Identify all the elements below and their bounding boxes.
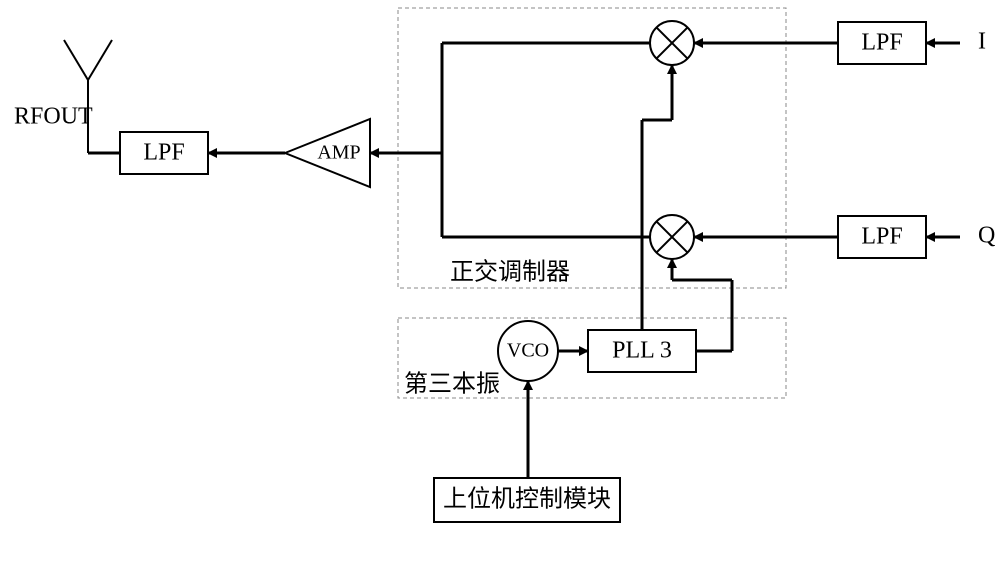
label-host: 上位机控制模块 [443, 486, 611, 513]
label-amp: AMP [317, 142, 360, 164]
label-i: I [978, 29, 986, 55]
antenna-arm-right [88, 40, 112, 80]
region-quad_mod [398, 8, 786, 288]
label-lpf_out: LPF [143, 140, 184, 166]
label-lpf_q: LPF [861, 224, 902, 250]
label-vco: VCO [507, 340, 549, 362]
antenna-arm-left [64, 40, 88, 80]
region-label-third_osc: 第三本振 [404, 371, 500, 398]
label-rfout: RFOUT [14, 104, 93, 130]
label-pll3: PLL 3 [612, 338, 672, 364]
label-q: Q [978, 223, 995, 249]
label-lpf_i: LPF [861, 30, 902, 56]
rf-transmitter-diagram: 正交调制器第三本振 LPF AMP LPF LPF PLL 3 上位机控制模块 VCO RFOU… [0, 0, 1000, 572]
region-label-quad_mod: 正交调制器 [450, 259, 570, 286]
